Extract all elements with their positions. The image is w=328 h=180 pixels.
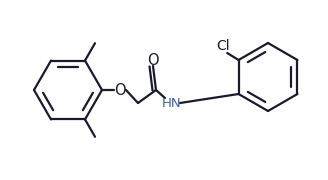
Text: Cl: Cl xyxy=(216,39,230,53)
Text: O: O xyxy=(147,53,159,68)
Text: HN: HN xyxy=(162,96,182,109)
Text: O: O xyxy=(114,82,126,98)
